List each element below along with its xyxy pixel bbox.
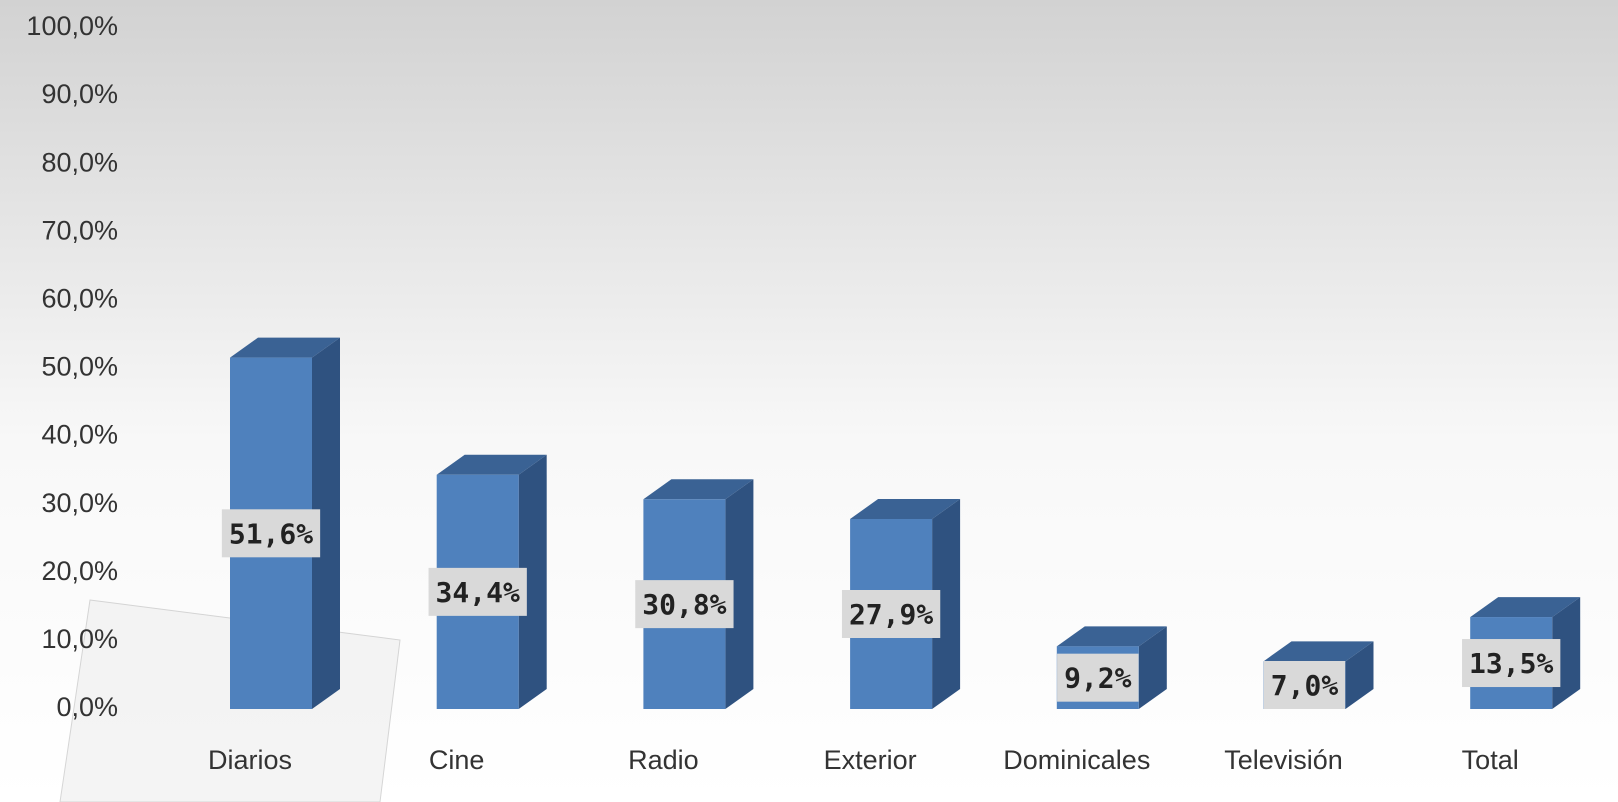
value-label-box <box>221 509 321 558</box>
x-tick-label: Diarios <box>208 745 292 775</box>
value-label: 13,5% <box>1462 639 1561 688</box>
value-label-text: 30,8% <box>642 588 726 621</box>
value-label: 34,4% <box>428 567 527 616</box>
x-tick-label: Radio <box>628 745 699 775</box>
bar-top <box>850 499 961 520</box>
x-tick-label: Cine <box>429 745 485 775</box>
y-tick-label: 70,0% <box>41 215 118 245</box>
x-tick-label: Televisión <box>1224 745 1343 775</box>
value-label: 30,8% <box>635 580 734 629</box>
y-tick-label: 0,0% <box>56 692 118 722</box>
y-tick-label: 40,0% <box>41 420 118 450</box>
y-tick-label: 80,0% <box>41 147 118 177</box>
value-label-text: 34,4% <box>436 576 520 609</box>
value-label-box <box>841 590 941 639</box>
y-tick-label: 20,0% <box>41 556 118 586</box>
x-tick-label: Total <box>1462 745 1519 775</box>
value-label-text: 27,9% <box>849 598 933 631</box>
bar-side <box>932 499 961 709</box>
value-label-text: 13,5% <box>1469 647 1553 680</box>
bar-top <box>1470 597 1581 618</box>
bar-side <box>725 479 754 709</box>
value-label-box <box>1057 653 1139 702</box>
bar-side <box>1345 641 1374 709</box>
y-tick-label: 10,0% <box>41 624 118 654</box>
x-tick-label: Exterior <box>824 745 917 775</box>
value-label-text: 7,0% <box>1271 669 1339 702</box>
bar-side <box>1138 626 1167 709</box>
y-tick-label: 100,0% <box>26 11 118 41</box>
value-label: 7,0% <box>1263 661 1346 709</box>
value-label-box <box>1462 639 1561 688</box>
value-label-text: 9,2% <box>1064 662 1132 695</box>
bar-side <box>518 454 547 709</box>
value-label: 27,9% <box>841 590 941 639</box>
bar-top <box>1263 641 1374 662</box>
y-tick-label: 60,0% <box>41 284 118 314</box>
bar-top <box>436 454 547 475</box>
value-label-box <box>428 567 527 616</box>
y-tick-label: 90,0% <box>41 79 118 109</box>
bar-top <box>230 337 340 358</box>
value-label: 9,2% <box>1057 653 1139 702</box>
x-tick-label: Dominicales <box>1003 745 1150 775</box>
value-label-box <box>635 580 734 629</box>
y-tick-label: 50,0% <box>41 352 118 382</box>
bar-side <box>312 337 340 709</box>
value-label-text: 51,6% <box>229 517 313 550</box>
value-label-box <box>1263 661 1346 709</box>
bar-top <box>643 479 754 500</box>
bar-top <box>1056 626 1167 647</box>
value-label: 51,6% <box>221 509 321 558</box>
y-tick-label: 30,0% <box>41 488 118 518</box>
